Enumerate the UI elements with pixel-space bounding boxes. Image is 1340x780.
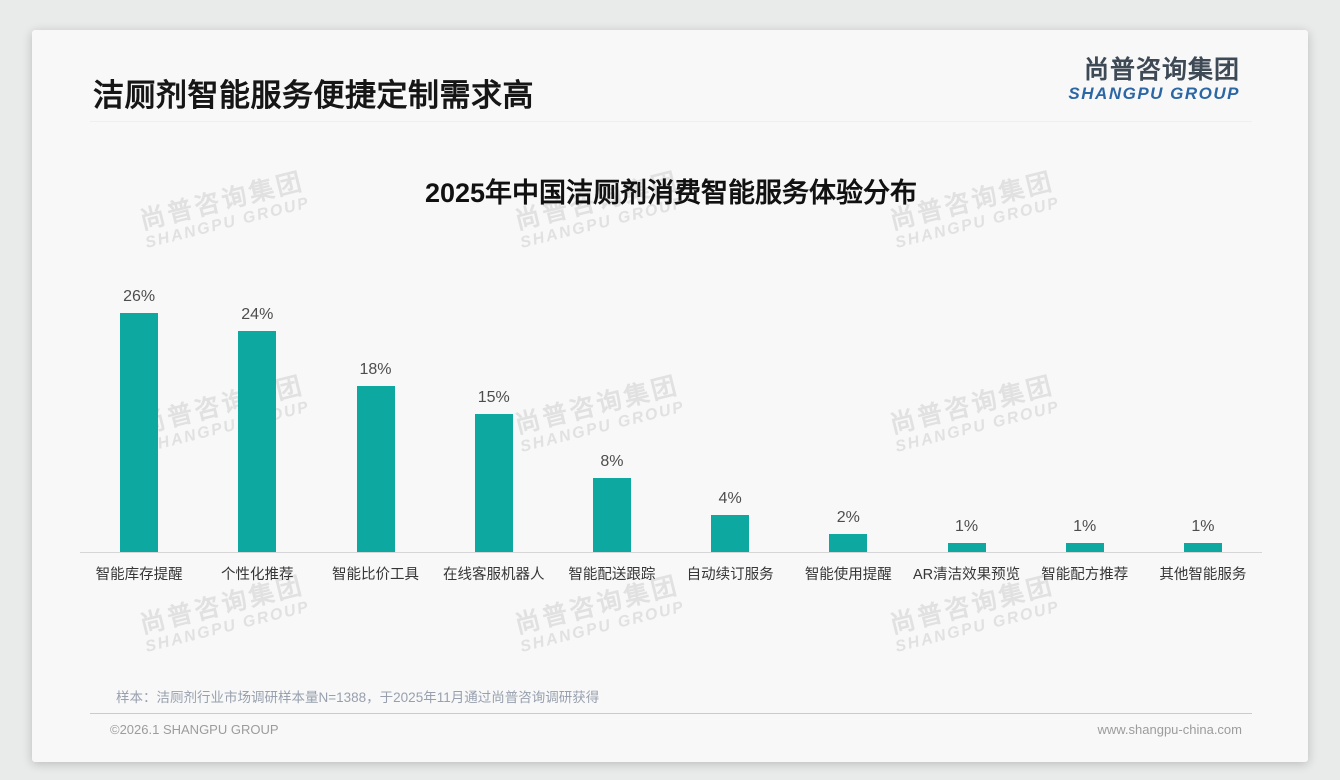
- bar-slot: 26%: [80, 280, 198, 552]
- bar: [1183, 542, 1222, 552]
- bar: [120, 312, 159, 552]
- bar-value-label: 18%: [359, 361, 392, 379]
- bar-value-label: 2%: [836, 508, 860, 526]
- sample-note: 样本：洁厕剂行业市场调研样本量N=1388，于2025年11月通过尚普咨询调研获…: [116, 690, 600, 705]
- bar: [947, 542, 986, 552]
- category-label: 智能配送跟踪: [568, 567, 656, 583]
- category-label: 智能库存提醒: [95, 567, 183, 583]
- bar-value-label: 4%: [718, 490, 742, 508]
- footer-divider: [90, 713, 1252, 714]
- category-label: 个性化推荐: [221, 567, 294, 583]
- bar-value-label: 24%: [241, 306, 274, 324]
- page-title: 洁厕剂智能服务便捷定制需求高: [93, 78, 534, 113]
- bar: [238, 331, 277, 552]
- bar: [1065, 542, 1104, 552]
- bar-slot: 1%: [907, 280, 1025, 552]
- category-axis: 智能库存提醒 个性化推荐 智能比价工具 在线客服机器人 智能配送跟踪 自动续订服务 智能使用…: [80, 563, 1262, 584]
- bar-value-label: 1%: [1191, 517, 1215, 535]
- brand-watermark: 尚普咨询集团 SHANGPU GROUP: [512, 571, 687, 657]
- bar: [592, 478, 631, 552]
- brand-watermark: 尚普咨询集团 SHANGPU GROUP: [137, 571, 312, 657]
- copyright-text: ©2026.1 SHANGPU GROUP: [110, 722, 279, 737]
- bar-slot: 15%: [435, 280, 553, 552]
- brand-watermark: 尚普咨询集团 SHANGPU GROUP: [887, 571, 1062, 657]
- category-label: 其他智能服务: [1159, 567, 1247, 583]
- watermark-english-text: SHANGPU GROUP: [143, 598, 312, 656]
- logo-english-text: SHANGPU GROUP: [1068, 84, 1240, 103]
- bar-value-label: 1%: [954, 517, 979, 535]
- bar-value-label: 26%: [123, 287, 156, 305]
- bar: [356, 386, 395, 552]
- bar: [829, 533, 868, 552]
- logo-chinese-text: 尚普咨询集团: [1083, 56, 1240, 84]
- bar-value-label: 1%: [1073, 517, 1097, 535]
- category-label: 智能配方推荐: [1041, 567, 1129, 583]
- bar-slot: 1%: [1144, 280, 1262, 552]
- category-label: 智能使用提醒: [804, 567, 892, 583]
- bar: [474, 414, 513, 552]
- bar-slot: 24%: [198, 280, 316, 552]
- bar-slot: 8%: [553, 280, 671, 552]
- bar-plot: 26% 24% 18% 15% 8% 4% 2% 1% 1% 1%: [80, 280, 1262, 553]
- bar-slot: 4%: [671, 280, 789, 552]
- bar-slot: 1%: [1026, 280, 1144, 552]
- watermark-english-text: SHANGPU GROUP: [893, 598, 1062, 656]
- company-logo: 尚普咨询集团 SHANGPU GROUP: [1068, 56, 1240, 103]
- watermark-english-text: SHANGPU GROUP: [518, 598, 687, 656]
- website-url: www.shangpu-china.com: [1097, 722, 1242, 737]
- bar-value-label: 15%: [477, 389, 510, 406]
- category-label: 在线客服机器人: [442, 567, 545, 583]
- chart-title: 2025年中国洁厕剂消费智能服务体验分布: [424, 178, 918, 208]
- bar-slot: 2%: [789, 280, 907, 552]
- bar-value-label: 8%: [600, 453, 624, 471]
- bar-slot: 18%: [316, 280, 434, 552]
- bar: [711, 515, 750, 552]
- header-divider: [90, 121, 1252, 122]
- category-label: AR清洁效果预览: [912, 567, 1021, 583]
- slide-card: 尚普咨询集团 SHANGPU GROUP 尚普咨询集团 SHANGPU GROUP 尚普…: [32, 30, 1308, 762]
- category-label: 智能比价工具: [332, 567, 419, 583]
- footer-bar: ©2026.1 SHANGPU GROUP www.shangpu-china.…: [110, 722, 1242, 737]
- category-label: 自动续订服务: [686, 567, 774, 583]
